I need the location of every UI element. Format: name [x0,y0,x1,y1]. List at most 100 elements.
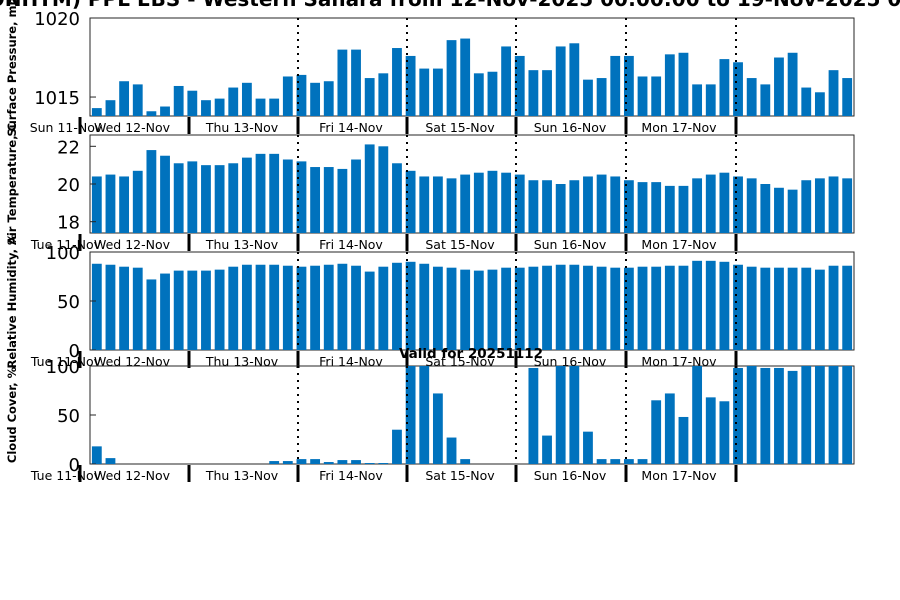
data-bar [146,150,157,233]
data-bar [310,82,321,116]
data-bar [828,70,839,116]
data-bar [542,435,552,464]
data-bar [460,38,471,116]
data-bar [610,176,621,233]
data-bar [692,366,703,464]
data-bar [733,367,743,464]
data-bar [419,263,430,350]
x-tick-label: Thu 13-Nov [205,120,279,135]
data-bar [364,463,375,464]
data-bar [473,270,484,350]
x-tick-label: Sun 16-Nov [534,120,607,135]
data-bar [419,366,430,464]
data-bar [378,463,389,464]
data-bar [241,82,252,116]
data-bar [432,393,443,464]
data-bar [569,43,580,116]
data-bar [105,100,116,116]
data-bar [555,264,566,350]
data-bar [637,76,648,116]
data-bar [746,78,757,116]
data-bar [255,264,266,350]
data-bar [405,261,416,350]
data-bar [692,178,703,233]
data-bar [228,266,239,350]
y-axis-label: Relative Humidity, % [5,233,19,368]
data-bar [842,178,853,233]
data-bar [173,85,184,116]
data-bar [160,273,170,350]
data-bar [814,366,825,464]
data-bar [446,178,457,233]
data-bar [269,98,280,116]
x-tick-label: Wed 12-Nov [94,354,171,369]
data-bar [105,174,116,233]
data-bar [705,397,716,464]
y-axis-label: Air Temperature, C [5,123,19,245]
data-bar [446,267,457,350]
data-bar [555,366,566,464]
x-tick-label: Sat 15-Nov [425,468,495,483]
data-bar [269,153,280,233]
data-bar [310,167,321,233]
data-bar [91,263,102,350]
x-tick-label: Wed 12-Nov [94,237,171,252]
data-bar [432,176,443,233]
data-bar [119,176,130,233]
data-bar [651,400,662,464]
data-bar [119,266,130,350]
data-bar [119,81,130,116]
data-bar [637,459,648,464]
data-bar [460,174,471,233]
data-bar [664,185,675,233]
y-axis-label: Cloud Cover, % [5,366,19,463]
data-bar [323,167,334,233]
data-bar [132,84,143,116]
data-bar [555,184,566,233]
x-tick-label: Wed 12-Nov [94,120,171,135]
data-bar [228,163,239,233]
data-bar [733,264,743,350]
data-bar [364,144,375,233]
data-bar [637,266,648,350]
data-bar [392,429,402,464]
data-bar [460,459,471,464]
data-bar [774,367,784,464]
x-tick-label: Mon 17-Nov [641,120,717,135]
x-tick-label: Sun 16-Nov [534,468,607,483]
data-bar [351,159,361,233]
data-bar [801,180,812,233]
data-bar [623,180,634,233]
y-tick-label: 22 [57,137,80,158]
data-bar [241,157,252,233]
data-bar [91,446,102,464]
data-bar [501,267,512,350]
data-bar [241,264,252,350]
y-tick-label: 50 [57,406,80,427]
data-bar [692,260,703,350]
x-tick-label: Mon 17-Nov [641,354,717,369]
data-bar [201,100,211,116]
data-bar [719,401,730,464]
data-bar [187,90,198,116]
data-bar [787,267,798,350]
data-bar [760,84,771,116]
data-bar [514,174,525,233]
data-bar [828,176,839,233]
y-tick-label: 18 [57,213,80,234]
data-bar [555,46,566,117]
data-bar [282,159,293,233]
data-bar [351,460,361,464]
x-tick-label: Sun 16-Nov [534,237,607,252]
data-bar [583,176,593,233]
data-bar [569,366,580,464]
x-tick-label: Tue 11-Nov [30,354,102,369]
data-bar [323,81,334,116]
data-bar [146,279,157,350]
data-bar [610,267,621,350]
data-bar [446,40,457,116]
data-bar [719,59,730,116]
data-bar [255,98,266,116]
data-bar [596,266,607,350]
